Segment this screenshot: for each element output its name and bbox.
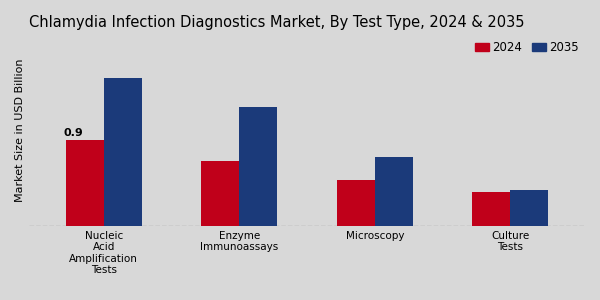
Bar	[337, 180, 375, 226]
Legend: 2024, 2035: 2024, 2035	[475, 41, 579, 54]
Bar	[375, 157, 413, 226]
Bar	[104, 78, 142, 226]
Bar	[239, 107, 277, 226]
Bar	[511, 190, 548, 226]
Text: 0.9: 0.9	[63, 128, 83, 138]
Bar	[202, 161, 239, 226]
Bar	[66, 140, 104, 226]
Text: Chlamydia Infection Diagnostics Market, By Test Type, 2024 & 2035: Chlamydia Infection Diagnostics Market, …	[29, 15, 524, 30]
Bar	[472, 192, 511, 226]
Y-axis label: Market Size in USD Billion: Market Size in USD Billion	[15, 59, 25, 202]
